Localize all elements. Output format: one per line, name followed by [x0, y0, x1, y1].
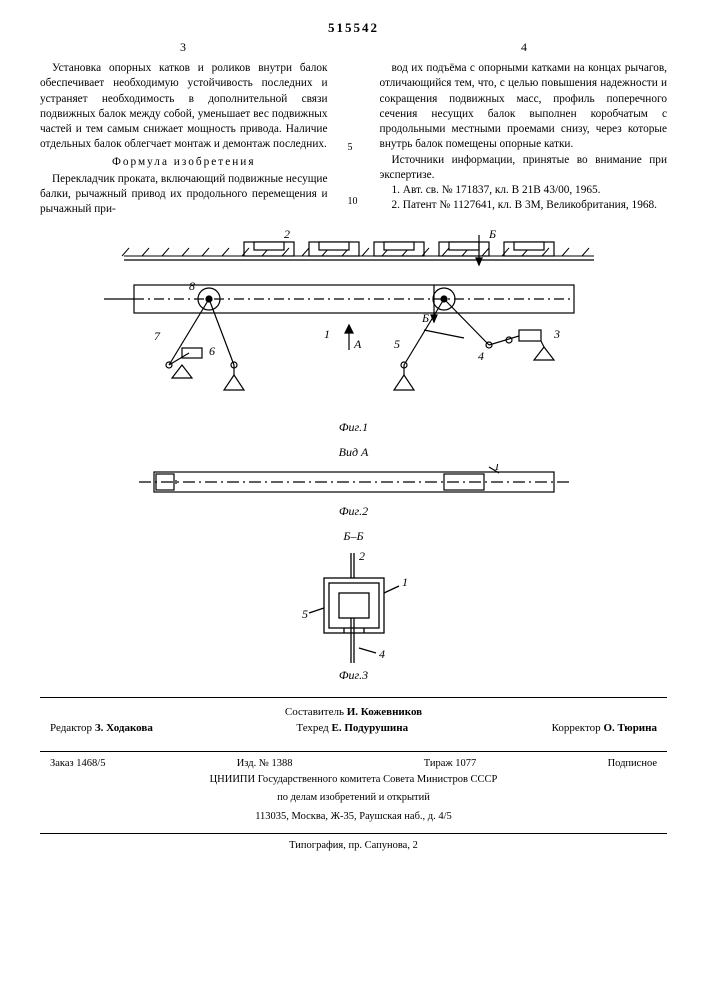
figure-2: Вид А 1 Фиг.2 — [40, 445, 667, 519]
right-column: вод их подъёма с опорными катками на кон… — [380, 61, 668, 218]
fig1-svg: 2 Б 8 7 6 1 A 5 Б 4 3 — [94, 230, 614, 420]
fig1-caption: Фиг.1 — [40, 420, 667, 435]
line-numbers: 5 10 — [348, 61, 360, 218]
fig3-label-4: 4 — [379, 647, 385, 661]
editor-name: З. Ходакова — [95, 722, 153, 734]
fig2-caption: Фиг.2 — [40, 504, 667, 519]
fig2-svg: 1 — [134, 464, 574, 504]
print-info: Заказ 1468/5 Изд. № 1388 Тираж 1077 Подп… — [40, 758, 667, 769]
fig1-label-3: 3 — [553, 327, 560, 341]
printer-line: Типография, пр. Сапунова, 2 — [40, 840, 667, 851]
fig1-label-5: 5 — [394, 337, 400, 351]
right-para-2: Источники информации, принятые во вниман… — [380, 153, 668, 184]
credits-block: Составитель И. Кожевников Редактор З. Хо… — [40, 704, 667, 737]
fig3-title: Б–Б — [40, 529, 667, 544]
left-para-2: Перекладчик проката, включающий подвижны… — [40, 172, 328, 218]
fig3-label-2: 2 — [359, 549, 365, 563]
ref-1: 1. Авт. св. № 171837, кл. В 21В 43/00, 1… — [380, 183, 668, 198]
subscription: Подписное — [608, 758, 657, 769]
org-line-2: по делам изобретений и открытий — [40, 791, 667, 806]
line-5: 5 — [348, 141, 360, 155]
divider-2 — [40, 751, 667, 752]
fig3-caption: Фиг.3 — [40, 668, 667, 683]
fig3-svg: 2 1 5 4 — [284, 548, 424, 668]
col-right-number: 4 — [521, 40, 527, 55]
formula-title: Формула изобретения — [40, 155, 328, 170]
order-no: Заказ 1468/5 — [50, 758, 105, 769]
patent-number: 515542 — [40, 20, 667, 36]
tirazh: Тираж 1077 — [424, 758, 477, 769]
fig1-label-B: Б — [488, 230, 496, 241]
fig1-label-8: 8 — [189, 279, 195, 293]
figure-3: Б–Б — [40, 529, 667, 683]
fig1-label-7: 7 — [154, 329, 161, 343]
divider — [40, 697, 667, 698]
ref-2: 2. Патент № 1127641, кл. В 3М, Великобри… — [380, 198, 668, 213]
left-column: Установка опорных катков и роликов внутр… — [40, 61, 328, 218]
org-line-1: ЦНИИПИ Государственного комитета Совета … — [40, 773, 667, 788]
compiler-name: И. Кожевников — [347, 706, 422, 718]
fig1-label-A: A — [353, 337, 362, 351]
corrector-label: Корректор — [552, 722, 601, 734]
editor-label: Редактор — [50, 722, 92, 734]
techred-name: Е. Подурушина — [332, 722, 409, 734]
text-columns: Установка опорных катков и роликов внутр… — [40, 61, 667, 218]
right-para-1: вод их подъёма с опорными катками на кон… — [380, 61, 668, 153]
col-left-number: 3 — [180, 40, 186, 55]
fig3-label-5: 5 — [302, 607, 308, 621]
compiler-label: Составитель — [285, 706, 344, 718]
fig1-label-4: 4 — [478, 349, 484, 363]
fig1-label-6: 6 — [209, 344, 215, 358]
address: 113035, Москва, Ж-35, Раушская наб., д. … — [40, 810, 667, 825]
fig1-label-1: 1 — [324, 327, 330, 341]
divider-3 — [40, 833, 667, 834]
techred-label: Техред — [296, 722, 328, 734]
fig2-label-1: 1 — [494, 464, 500, 473]
left-para-1: Установка опорных катков и роликов внутр… — [40, 61, 328, 153]
izd-no: Изд. № 1388 — [237, 758, 293, 769]
corrector-name: О. Тюрина — [603, 722, 657, 734]
fig3-label-1: 1 — [402, 575, 408, 589]
fig1-label-2: 2 — [284, 230, 290, 241]
fig2-title: Вид А — [40, 445, 667, 460]
fig1-label-B2: Б — [421, 311, 429, 325]
figure-1: 2 Б 8 7 6 1 A 5 Б 4 3 Фиг.1 — [40, 230, 667, 435]
line-10: 10 — [348, 195, 360, 209]
